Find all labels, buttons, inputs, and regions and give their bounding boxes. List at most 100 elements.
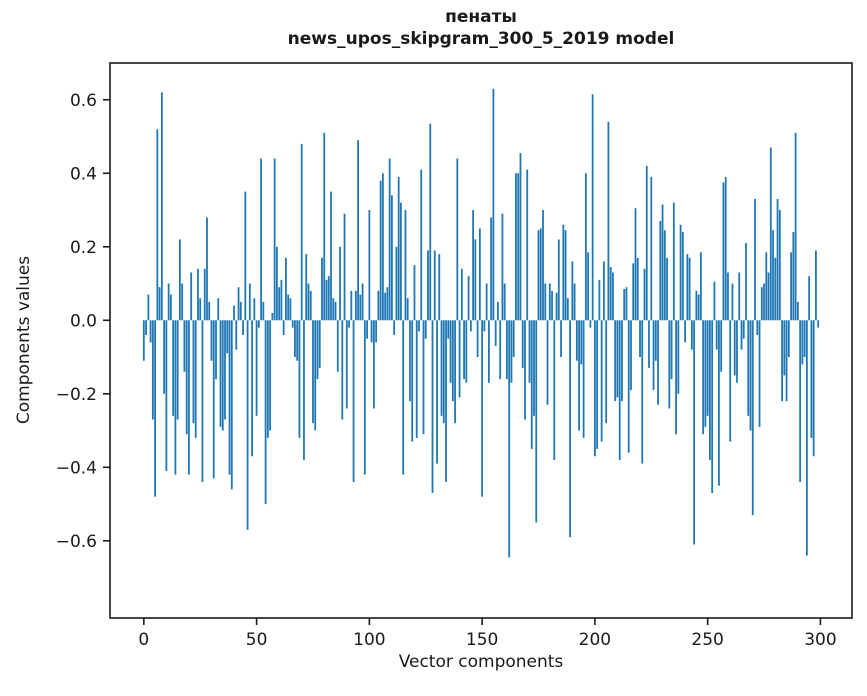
bar: [476, 320, 479, 358]
bar: [630, 320, 632, 391]
bar: [377, 290, 380, 321]
bar: [515, 173, 517, 321]
bar: [221, 320, 224, 431]
bar: [406, 298, 409, 321]
bar: [409, 320, 411, 402]
bar: [372, 320, 375, 409]
bar: [812, 320, 815, 457]
bar: [553, 320, 556, 460]
y-tick-label: 0.4: [70, 164, 97, 184]
bar: [345, 320, 348, 409]
bars-series: [142, 88, 820, 558]
bar: [555, 292, 558, 321]
x-tick-label: 250: [691, 630, 723, 650]
bar: [778, 210, 781, 321]
bar: [307, 283, 310, 321]
bar: [720, 320, 723, 372]
bar: [742, 320, 745, 339]
bar: [257, 320, 260, 328]
bar: [420, 169, 423, 321]
bar: [165, 320, 168, 471]
bar: [393, 320, 396, 335]
bar: [230, 320, 233, 490]
bar: [359, 294, 362, 321]
bar: [569, 320, 571, 538]
bar: [427, 250, 429, 321]
bar: [400, 202, 402, 321]
x-tick-label: 100: [353, 630, 385, 650]
bar: [454, 320, 456, 424]
bar: [208, 301, 211, 321]
bar: [287, 294, 290, 321]
bar: [654, 320, 657, 361]
bar: [235, 320, 238, 350]
bar: [219, 320, 222, 427]
bar: [749, 320, 752, 431]
bar: [381, 173, 384, 321]
bar: [463, 320, 465, 380]
bar: [740, 320, 743, 350]
bar: [169, 294, 172, 321]
bar: [260, 158, 262, 321]
bar: [503, 283, 506, 321]
bar: [785, 320, 788, 402]
bar: [343, 213, 346, 321]
bar: [244, 191, 247, 321]
bar: [251, 320, 253, 457]
bar: [370, 320, 373, 343]
bar: [424, 320, 427, 339]
bar: [580, 320, 583, 365]
bar: [695, 290, 698, 321]
bar: [564, 230, 567, 321]
bar: [697, 294, 700, 321]
bar: [217, 298, 220, 321]
bar: [776, 198, 779, 321]
bar: [149, 320, 152, 343]
bar: [336, 320, 339, 372]
bar: [641, 320, 644, 464]
bar: [799, 320, 802, 482]
bar: [688, 257, 691, 321]
bar: [339, 246, 341, 321]
bar: [176, 320, 179, 420]
bar: [418, 320, 420, 332]
bar: [589, 320, 592, 328]
bar: [460, 268, 463, 321]
bar: [815, 250, 817, 321]
bar: [677, 320, 680, 394]
bar: [449, 320, 452, 383]
bar: [598, 279, 601, 321]
bar: [727, 272, 729, 321]
bar: [623, 289, 626, 321]
bar: [352, 320, 355, 482]
bar: [192, 320, 195, 424]
bar: [325, 279, 328, 321]
bar: [433, 250, 436, 321]
bar: [679, 224, 682, 321]
bar: [663, 230, 666, 321]
y-tick-label: −0.6: [56, 532, 97, 552]
bar: [524, 320, 526, 420]
bar: [242, 320, 244, 335]
bar: [436, 320, 438, 464]
bar: [445, 320, 447, 482]
bar: [699, 252, 702, 321]
bar: [616, 320, 619, 398]
bar: [544, 283, 547, 321]
bar: [497, 301, 499, 321]
bar: [706, 320, 709, 416]
bar: [487, 320, 490, 383]
y-axis-label: Components values: [14, 255, 34, 425]
bar: [289, 298, 292, 321]
bar: [745, 243, 747, 321]
bar: [151, 320, 154, 420]
bar: [715, 320, 718, 350]
bar: [596, 320, 599, 449]
bar: [354, 290, 357, 321]
bar: [506, 320, 508, 380]
bar: [458, 320, 461, 398]
bar: [397, 176, 400, 321]
bar: [185, 320, 188, 435]
bar: [754, 198, 756, 321]
bar: [451, 320, 454, 402]
